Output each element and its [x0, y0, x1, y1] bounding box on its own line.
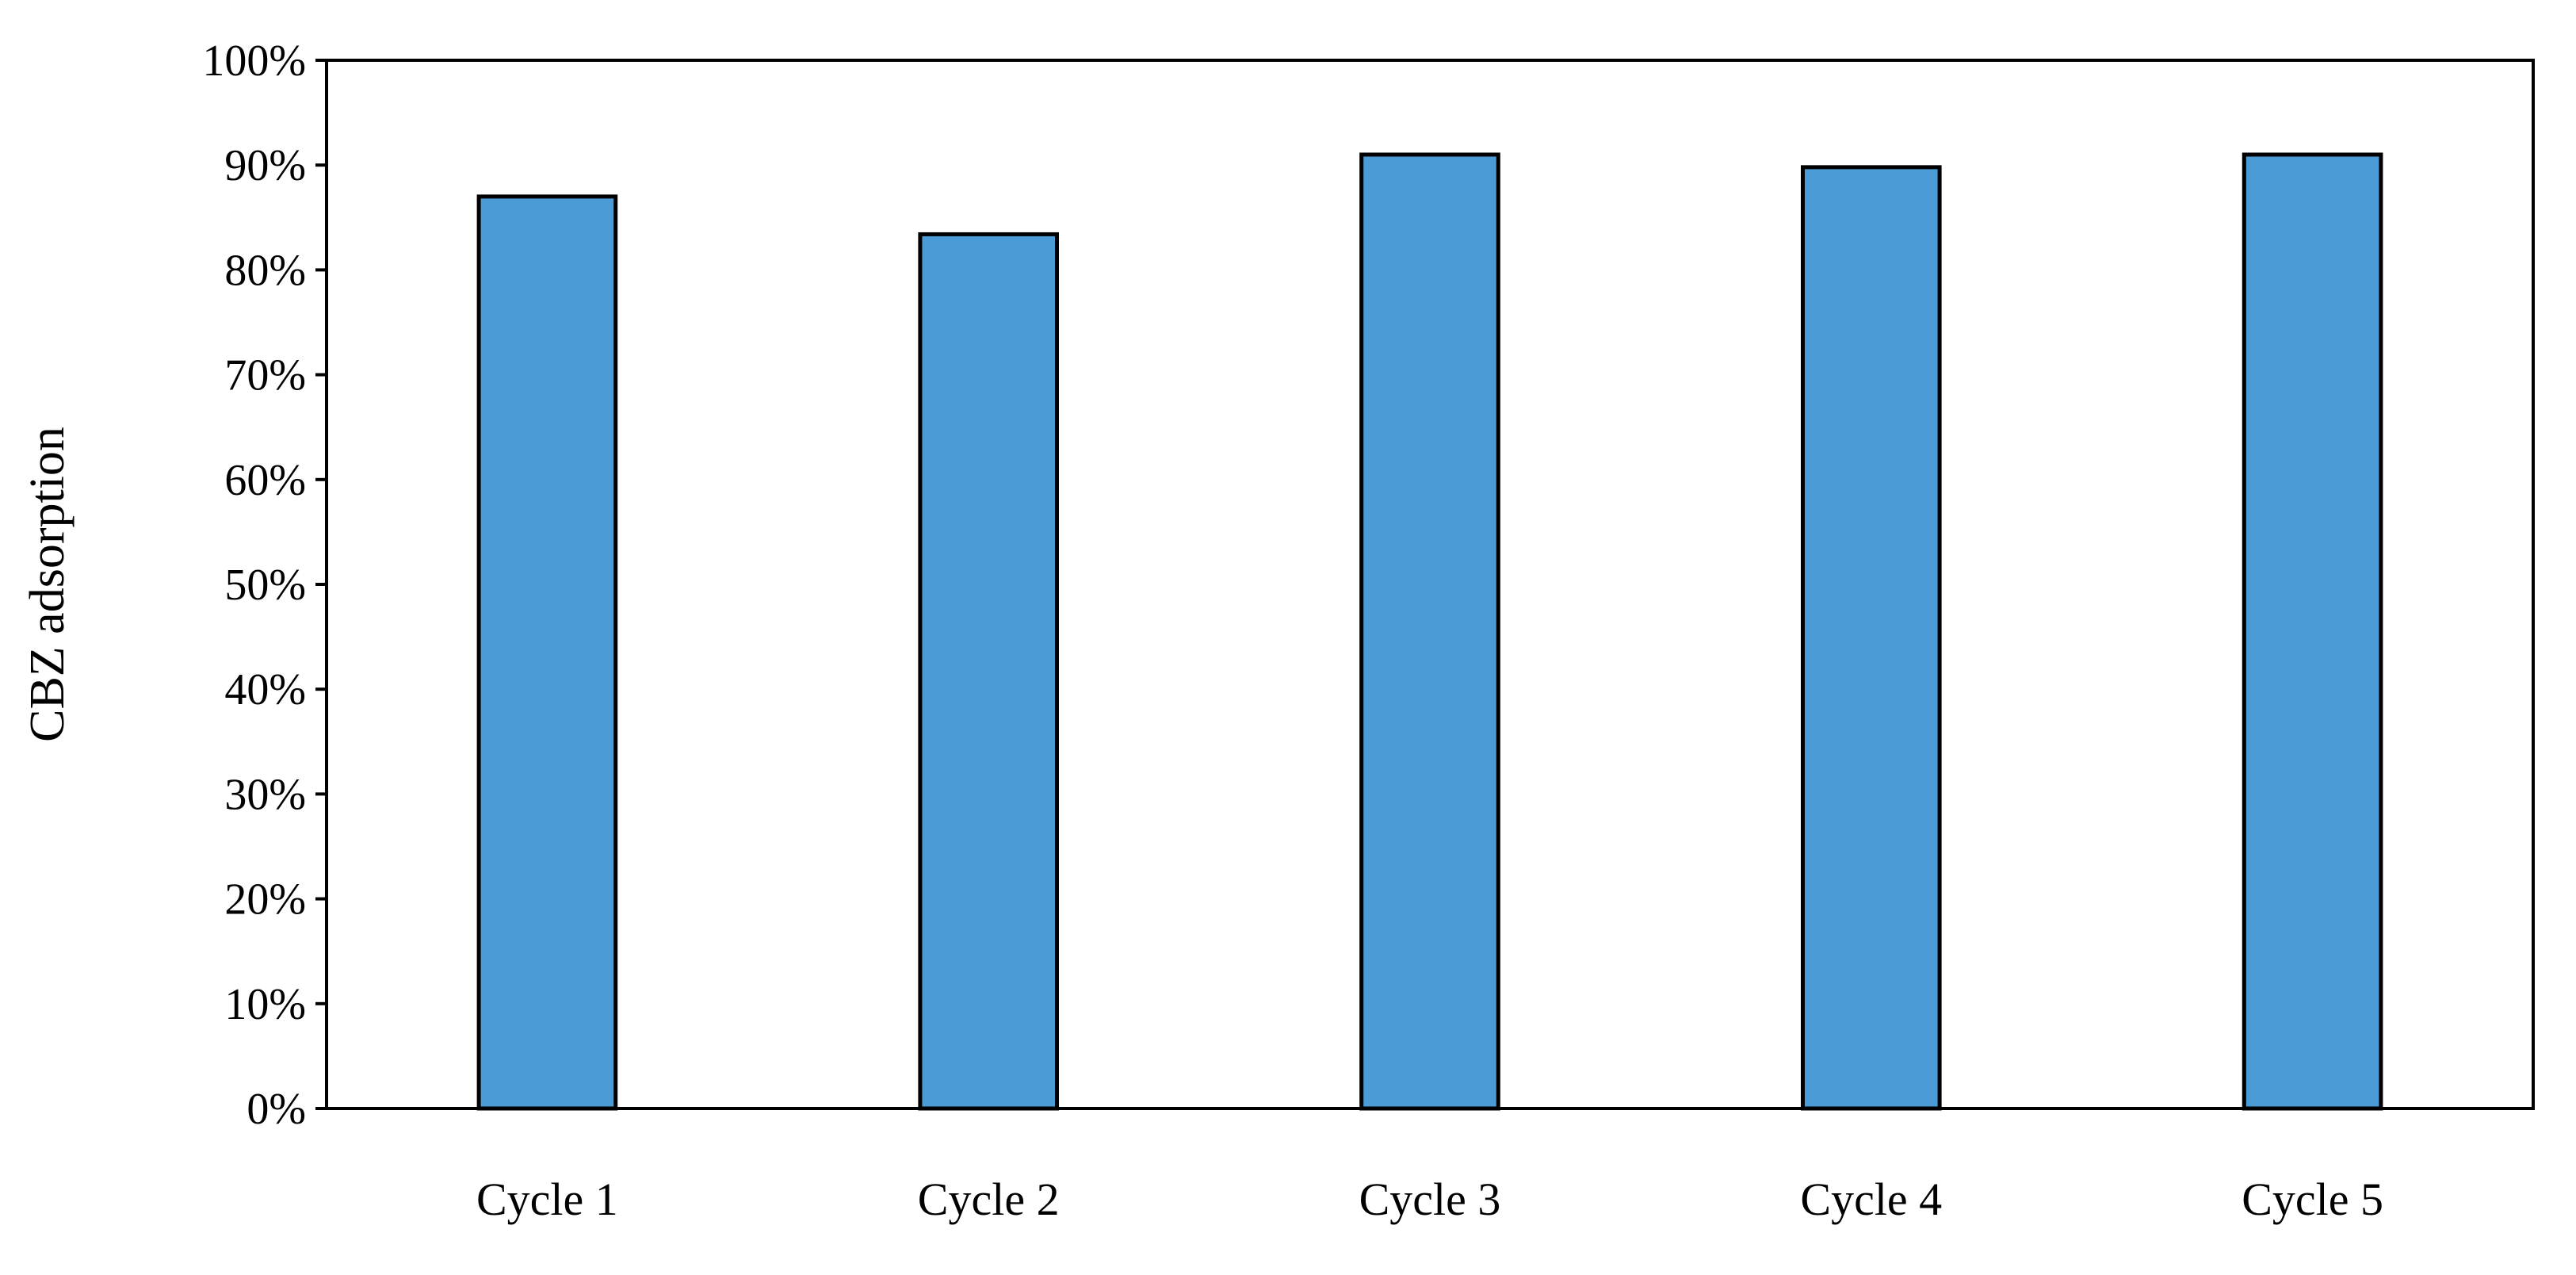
y-axis: 0% 10% 20% 30% 40% 50% 60% 70% 80% 90% 100% [202, 36, 327, 1134]
y-tick-label: 80% [224, 246, 306, 295]
y-tick-label: 60% [224, 456, 306, 505]
y-tick-label: 90% [224, 141, 306, 190]
y-tick-label: 70% [224, 351, 306, 400]
y-tick-label: 0% [247, 1085, 306, 1134]
y-tick-label: 20% [224, 875, 306, 925]
bars-layer [476, 152, 2383, 1111]
y-tick-label: 30% [224, 770, 306, 819]
x-tick-label: Cycle 5 [2242, 1174, 2383, 1225]
y-tick-label: 10% [224, 980, 306, 1029]
x-tick-label: Cycle 3 [1359, 1174, 1501, 1225]
bar-cycle-2 [918, 232, 1060, 1111]
x-tick-label: Cycle 1 [476, 1174, 618, 1225]
bar-cycle-4 [1800, 165, 1942, 1111]
y-tick-label: 40% [224, 665, 306, 714]
x-axis: Cycle 1 Cycle 2 Cycle 3 Cycle 4 Cycle 5 [476, 1174, 2383, 1225]
y-tick-label: 50% [224, 561, 306, 610]
y-axis-title: CBZ adsorption [21, 427, 75, 742]
bar-cycle-1 [476, 194, 618, 1111]
bar-cycle-5 [2242, 152, 2383, 1111]
bar-cycle-3 [1359, 152, 1500, 1111]
y-tick-label: 100% [202, 36, 306, 86]
x-tick-label: Cycle 4 [1800, 1174, 1942, 1225]
x-tick-label: Cycle 2 [918, 1174, 1060, 1225]
